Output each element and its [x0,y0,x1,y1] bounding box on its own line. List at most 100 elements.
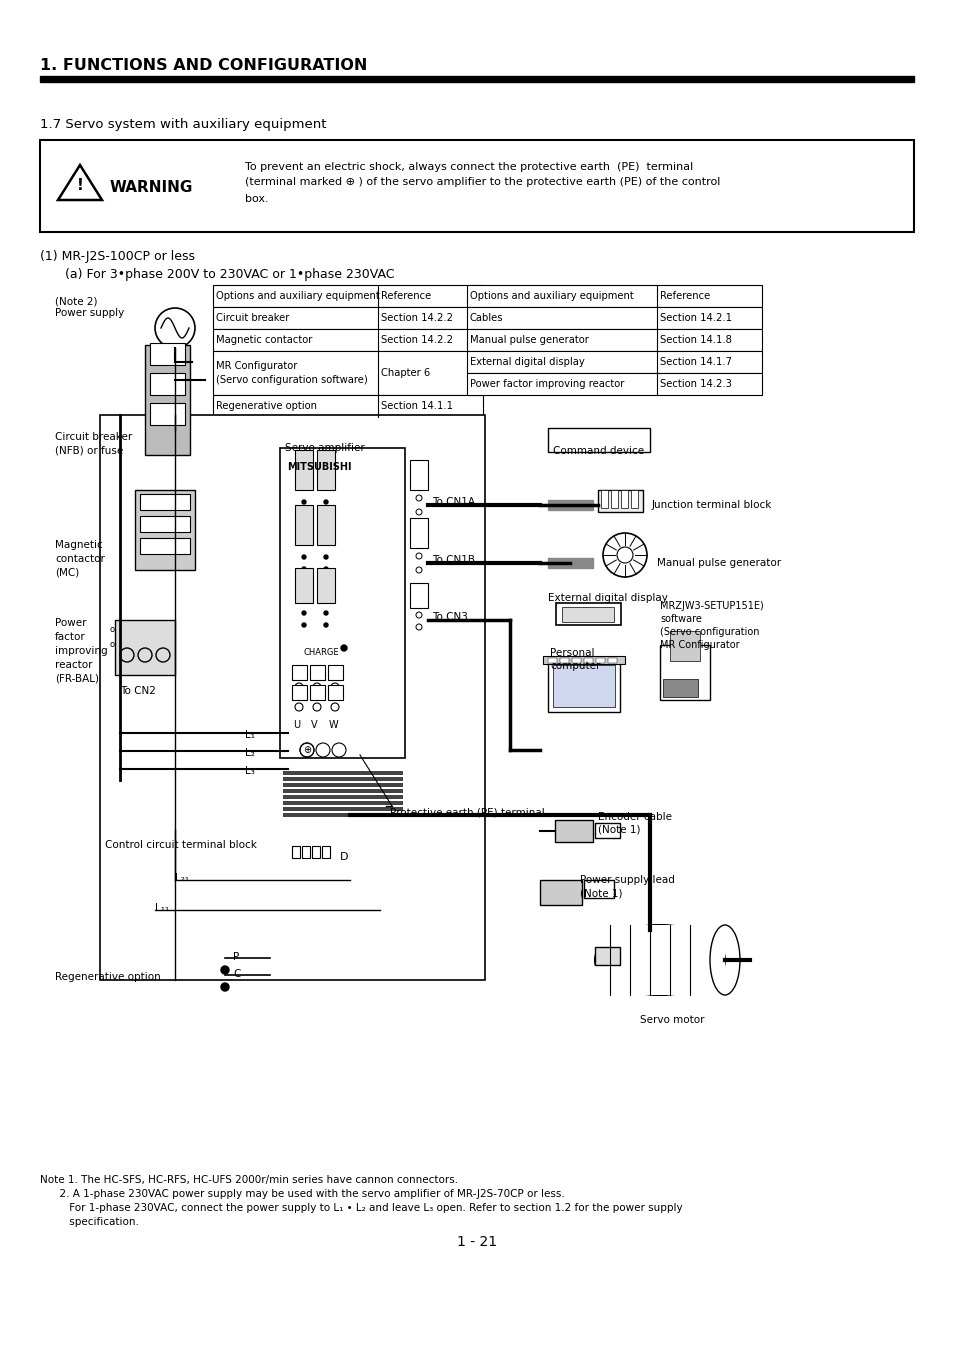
Bar [542,656,624,664]
Bar [547,558,593,568]
Text: W: W [329,720,338,730]
Circle shape [302,524,306,528]
Bar [145,346,190,455]
Text: To CN1A: To CN1A [432,497,475,508]
Text: Personal
computer: Personal computer [550,648,599,671]
Bar [150,343,185,364]
Bar [135,490,194,570]
Text: Junction terminal block: Junction terminal block [651,500,772,510]
Text: Reference: Reference [380,292,431,301]
Bar [328,684,343,701]
Text: Power supply: Power supply [55,308,124,319]
Circle shape [302,622,306,626]
Bar [659,645,709,701]
Text: L₁: L₁ [245,730,254,740]
Text: MR Configurator: MR Configurator [215,362,297,371]
Bar [598,490,642,512]
Bar [316,505,335,545]
Text: (1) MR-J2S-100CP or less: (1) MR-J2S-100CP or less [40,250,194,263]
Bar [595,824,619,838]
Bar [283,801,402,805]
Bar [583,880,614,898]
Text: Options and auxiliary equipment: Options and auxiliary equipment [215,292,379,301]
Text: Command device: Command device [553,446,643,456]
Text: Regenerative option: Regenerative option [55,972,161,981]
Circle shape [302,579,306,583]
Bar [302,846,310,859]
Bar [316,450,335,490]
Text: MITSUBISHI: MITSUBISHI [287,462,351,472]
Text: 1. FUNCTIONS AND CONFIGURATION: 1. FUNCTIONS AND CONFIGURATION [40,58,367,73]
Text: Cables: Cables [470,313,503,323]
Text: Magnetic contactor: Magnetic contactor [215,335,312,346]
Text: C: C [233,969,240,979]
Circle shape [324,612,328,616]
Circle shape [302,512,306,516]
Text: To prevent an electric shock, always connect the protective earth  (PE)  termina: To prevent an electric shock, always con… [245,162,693,171]
Bar [410,460,428,490]
Bar [283,771,402,775]
Bar [610,490,618,508]
Text: (Note 1): (Note 1) [598,825,639,836]
Text: Section 14.1.7: Section 14.1.7 [659,356,731,367]
Bar [283,795,402,799]
Bar [467,306,761,329]
Bar [140,494,190,510]
Circle shape [221,967,229,973]
Bar [467,373,761,396]
Bar [283,778,402,782]
Bar [555,819,593,842]
Bar [600,490,607,508]
Text: U: U [293,720,300,730]
Text: (Servo configuration software): (Servo configuration software) [215,374,367,385]
Bar [547,428,649,452]
Bar [467,285,761,306]
Text: Note 1. The HC-SFS, HC-RFS, HC-UFS 2000r/min series have cannon connectors.: Note 1. The HC-SFS, HC-RFS, HC-UFS 2000r… [40,1174,457,1185]
Circle shape [302,567,306,571]
Bar [292,846,299,859]
Text: External digital display: External digital display [547,593,667,603]
Bar [467,351,761,373]
Text: (Servo configuration: (Servo configuration [659,626,759,637]
Bar [150,373,185,396]
Circle shape [324,555,328,559]
Bar [595,946,619,965]
Text: CHARGE: CHARGE [304,648,339,657]
Bar [572,657,580,663]
Text: WARNING: WARNING [110,180,193,194]
Bar [294,505,313,545]
Text: ⊕: ⊕ [303,745,311,755]
Bar [559,657,568,663]
Text: Chapter 6: Chapter 6 [380,369,430,378]
Text: o: o [110,640,115,649]
Bar [213,329,482,351]
Text: 1.7 Servo system with auxiliary equipment: 1.7 Servo system with auxiliary equipmen… [40,117,326,131]
Text: L₃: L₃ [245,765,254,776]
Bar [140,539,190,553]
Bar [294,450,313,490]
Bar [310,684,325,701]
Text: Section 14.1.1: Section 14.1.1 [380,401,453,410]
Bar [283,783,402,787]
Text: (terminal marked ⊕ ) of the servo amplifier to the protective earth (PE) of the : (terminal marked ⊕ ) of the servo amplif… [245,177,720,188]
Bar [410,518,428,548]
Text: To CN3: To CN3 [432,612,467,622]
Text: (a) For 3•phase 200V to 230VAC or 1•phase 230VAC: (a) For 3•phase 200V to 230VAC or 1•phas… [65,269,395,281]
Bar [213,351,482,396]
Bar [467,329,761,351]
Bar [40,140,913,232]
Bar [669,630,700,662]
Bar [630,490,638,508]
Text: D: D [339,852,348,863]
Text: Reference: Reference [659,292,709,301]
Bar [322,846,330,859]
Circle shape [324,512,328,516]
Bar [213,306,482,329]
Bar [115,620,174,675]
Bar [620,490,627,508]
Text: Protective earth (PE) terminal: Protective earth (PE) terminal [390,809,544,818]
Text: V: V [311,720,317,730]
Text: L₂: L₂ [245,748,254,757]
Bar [213,285,482,306]
Text: Servo amplifier: Servo amplifier [285,443,364,454]
